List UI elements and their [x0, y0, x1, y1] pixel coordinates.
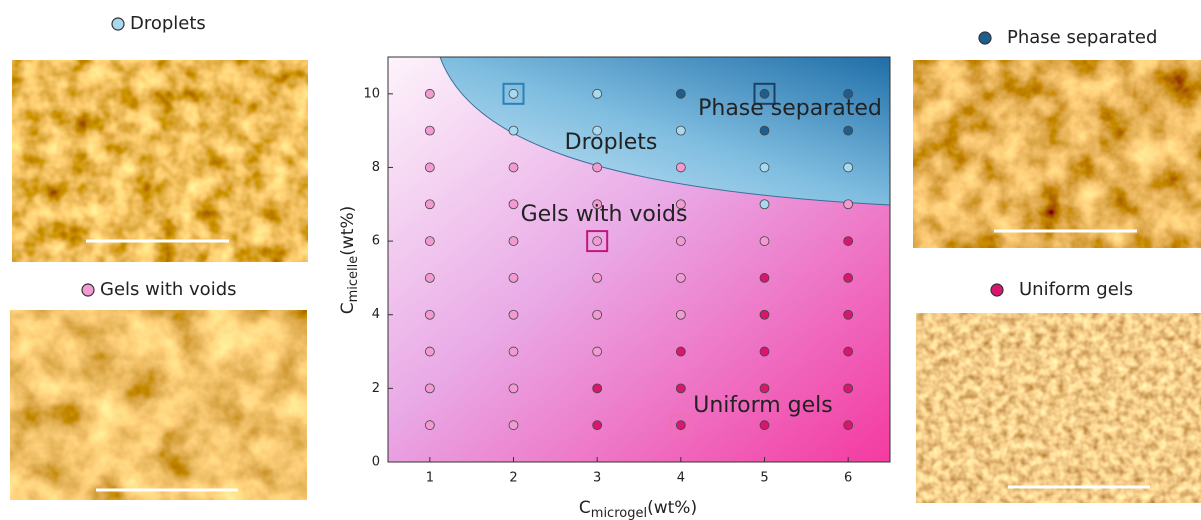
data-point [425, 310, 434, 319]
legend-label: Uniform gels [1019, 279, 1133, 300]
micrograph-uniform-gels [916, 313, 1201, 503]
x-tick-label: 4 [677, 471, 685, 486]
data-point [844, 273, 853, 282]
y-tick-label: 6 [372, 234, 380, 249]
x-tick-label: 1 [426, 471, 434, 486]
page: {"chart_data": { "type": "scatter", "xla… [0, 0, 1201, 520]
data-point [509, 273, 518, 282]
y-tick-label: 10 [363, 86, 380, 101]
y-label-main: C [338, 302, 358, 314]
x-tick-label: 6 [844, 471, 852, 486]
x-label-unit: (wt%) [647, 498, 697, 518]
data-point [509, 163, 518, 172]
data-point [425, 163, 434, 172]
data-point [593, 89, 602, 98]
region-label: Gels with voids [521, 202, 688, 227]
data-point [760, 273, 769, 282]
micrograph-phase-separated [913, 60, 1201, 248]
region-label: Uniform gels [693, 393, 833, 418]
data-point [593, 347, 602, 356]
legend-label: Phase separated [1007, 27, 1157, 48]
data-point [425, 273, 434, 282]
x-label-sub: microgel [591, 506, 647, 520]
data-point [844, 384, 853, 393]
legend-label: Droplets [130, 13, 206, 34]
y-tick-label: 4 [372, 307, 380, 322]
data-point [425, 384, 434, 393]
data-point [509, 237, 518, 246]
y-tick-label: 0 [372, 455, 380, 470]
y-tick-label: 2 [372, 381, 380, 396]
data-point [760, 421, 769, 430]
data-point [425, 200, 434, 209]
data-point [593, 163, 602, 172]
data-point [760, 126, 769, 135]
data-point [844, 163, 853, 172]
data-point [509, 126, 518, 135]
data-point [844, 237, 853, 246]
data-point [509, 310, 518, 319]
data-point [593, 237, 602, 246]
data-point [509, 89, 518, 98]
region-label: Phase separated [698, 96, 882, 121]
y-label-sub: micelle [346, 256, 361, 303]
legend-marker [112, 18, 124, 30]
legend-marker [82, 284, 94, 296]
data-point [844, 310, 853, 319]
figure: Cmicrogel(wt%) Cmicelle(wt%) 12345602468… [0, 0, 1201, 520]
x-axis-label: Cmicrogel(wt%) [579, 498, 697, 520]
data-point [425, 237, 434, 246]
data-point [844, 200, 853, 209]
x-tick-label: 5 [760, 471, 768, 486]
data-point [509, 347, 518, 356]
data-point [593, 310, 602, 319]
x-tick-label: 3 [593, 471, 601, 486]
data-point [509, 200, 518, 209]
data-point [676, 237, 685, 246]
data-point [425, 421, 434, 430]
y-label-unit: (wt%) [338, 206, 358, 256]
data-point [593, 384, 602, 393]
micrograph-droplets [12, 60, 308, 262]
data-point [425, 126, 434, 135]
data-point [509, 421, 518, 430]
data-point [509, 384, 518, 393]
data-point [844, 347, 853, 356]
data-point [593, 273, 602, 282]
data-point [760, 310, 769, 319]
data-point [676, 421, 685, 430]
data-point [676, 347, 685, 356]
data-point [425, 89, 434, 98]
data-point [676, 384, 685, 393]
data-point [676, 89, 685, 98]
y-tick-label: 8 [372, 160, 380, 175]
data-point [676, 310, 685, 319]
data-point [760, 347, 769, 356]
data-point [425, 347, 434, 356]
data-point [593, 421, 602, 430]
x-label-main: C [579, 498, 591, 518]
data-point [844, 421, 853, 430]
micrograph-gels-with-voids [10, 310, 307, 500]
x-tick-label: 2 [509, 471, 517, 486]
data-point [676, 163, 685, 172]
legend-label: Gels with voids [100, 279, 237, 300]
data-point [676, 273, 685, 282]
legend-marker [991, 284, 1003, 296]
data-point [760, 200, 769, 209]
legend-marker [979, 32, 991, 44]
region-label: Droplets [565, 130, 658, 155]
data-point [844, 126, 853, 135]
y-axis-label: Cmicelle(wt%) [338, 206, 361, 315]
data-point [676, 126, 685, 135]
data-point [760, 163, 769, 172]
data-point [760, 384, 769, 393]
data-point [760, 237, 769, 246]
